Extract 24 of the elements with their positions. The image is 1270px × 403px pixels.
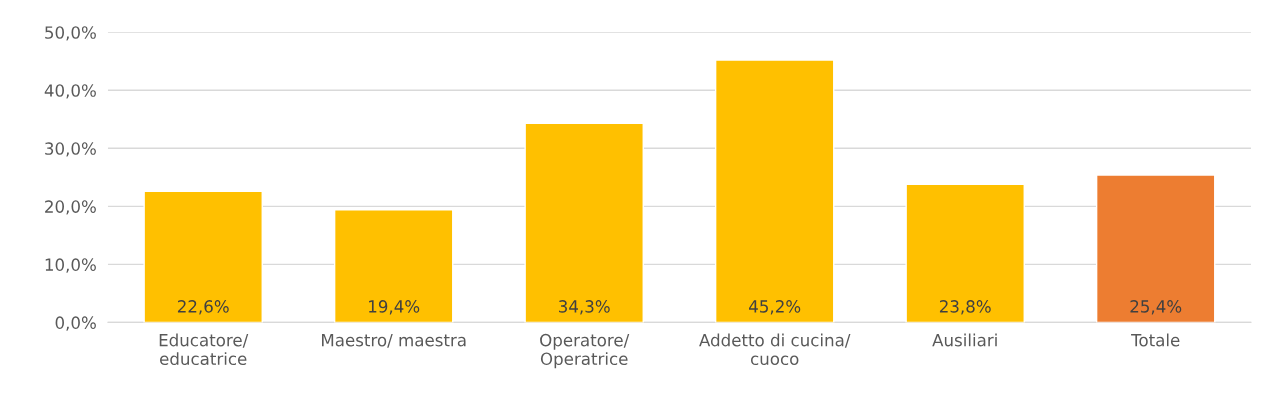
- y-tick-label: 50,0%: [45, 26, 96, 41]
- y-tick-label: 0,0%: [55, 316, 96, 331]
- y-tick-label: 30,0%: [45, 142, 96, 157]
- bar: [524, 122, 644, 323]
- bar: [714, 59, 835, 323]
- x-tick-label: Operatore/ Operatrice: [540, 333, 630, 369]
- data-label: 23,8%: [939, 300, 991, 315]
- x-tick-label: Addetto di cucina/ cuoco: [699, 333, 851, 366]
- data-label: 34,3%: [559, 300, 610, 315]
- bar: [1095, 174, 1216, 323]
- x-tick-label: Maestro/ maestra: [322, 334, 466, 348]
- data-label: 45,2%: [749, 300, 801, 315]
- x-tick-label: Ausiliari: [932, 333, 997, 347]
- data-label: 19,4%: [369, 300, 420, 315]
- x-tick-label: Totale: [1131, 333, 1180, 347]
- bar: [905, 183, 1025, 323]
- y-tick-label: 20,0%: [45, 200, 96, 215]
- y-tick-label: 40,0%: [44, 84, 96, 99]
- data-label: 22,6%: [177, 300, 229, 315]
- bar: [143, 190, 263, 323]
- y-tick-label: 10,0%: [45, 258, 96, 273]
- data-label: 25,4%: [1130, 300, 1182, 315]
- bar: [333, 209, 454, 323]
- x-tick-label: Educatore/ educatrice: [159, 333, 249, 366]
